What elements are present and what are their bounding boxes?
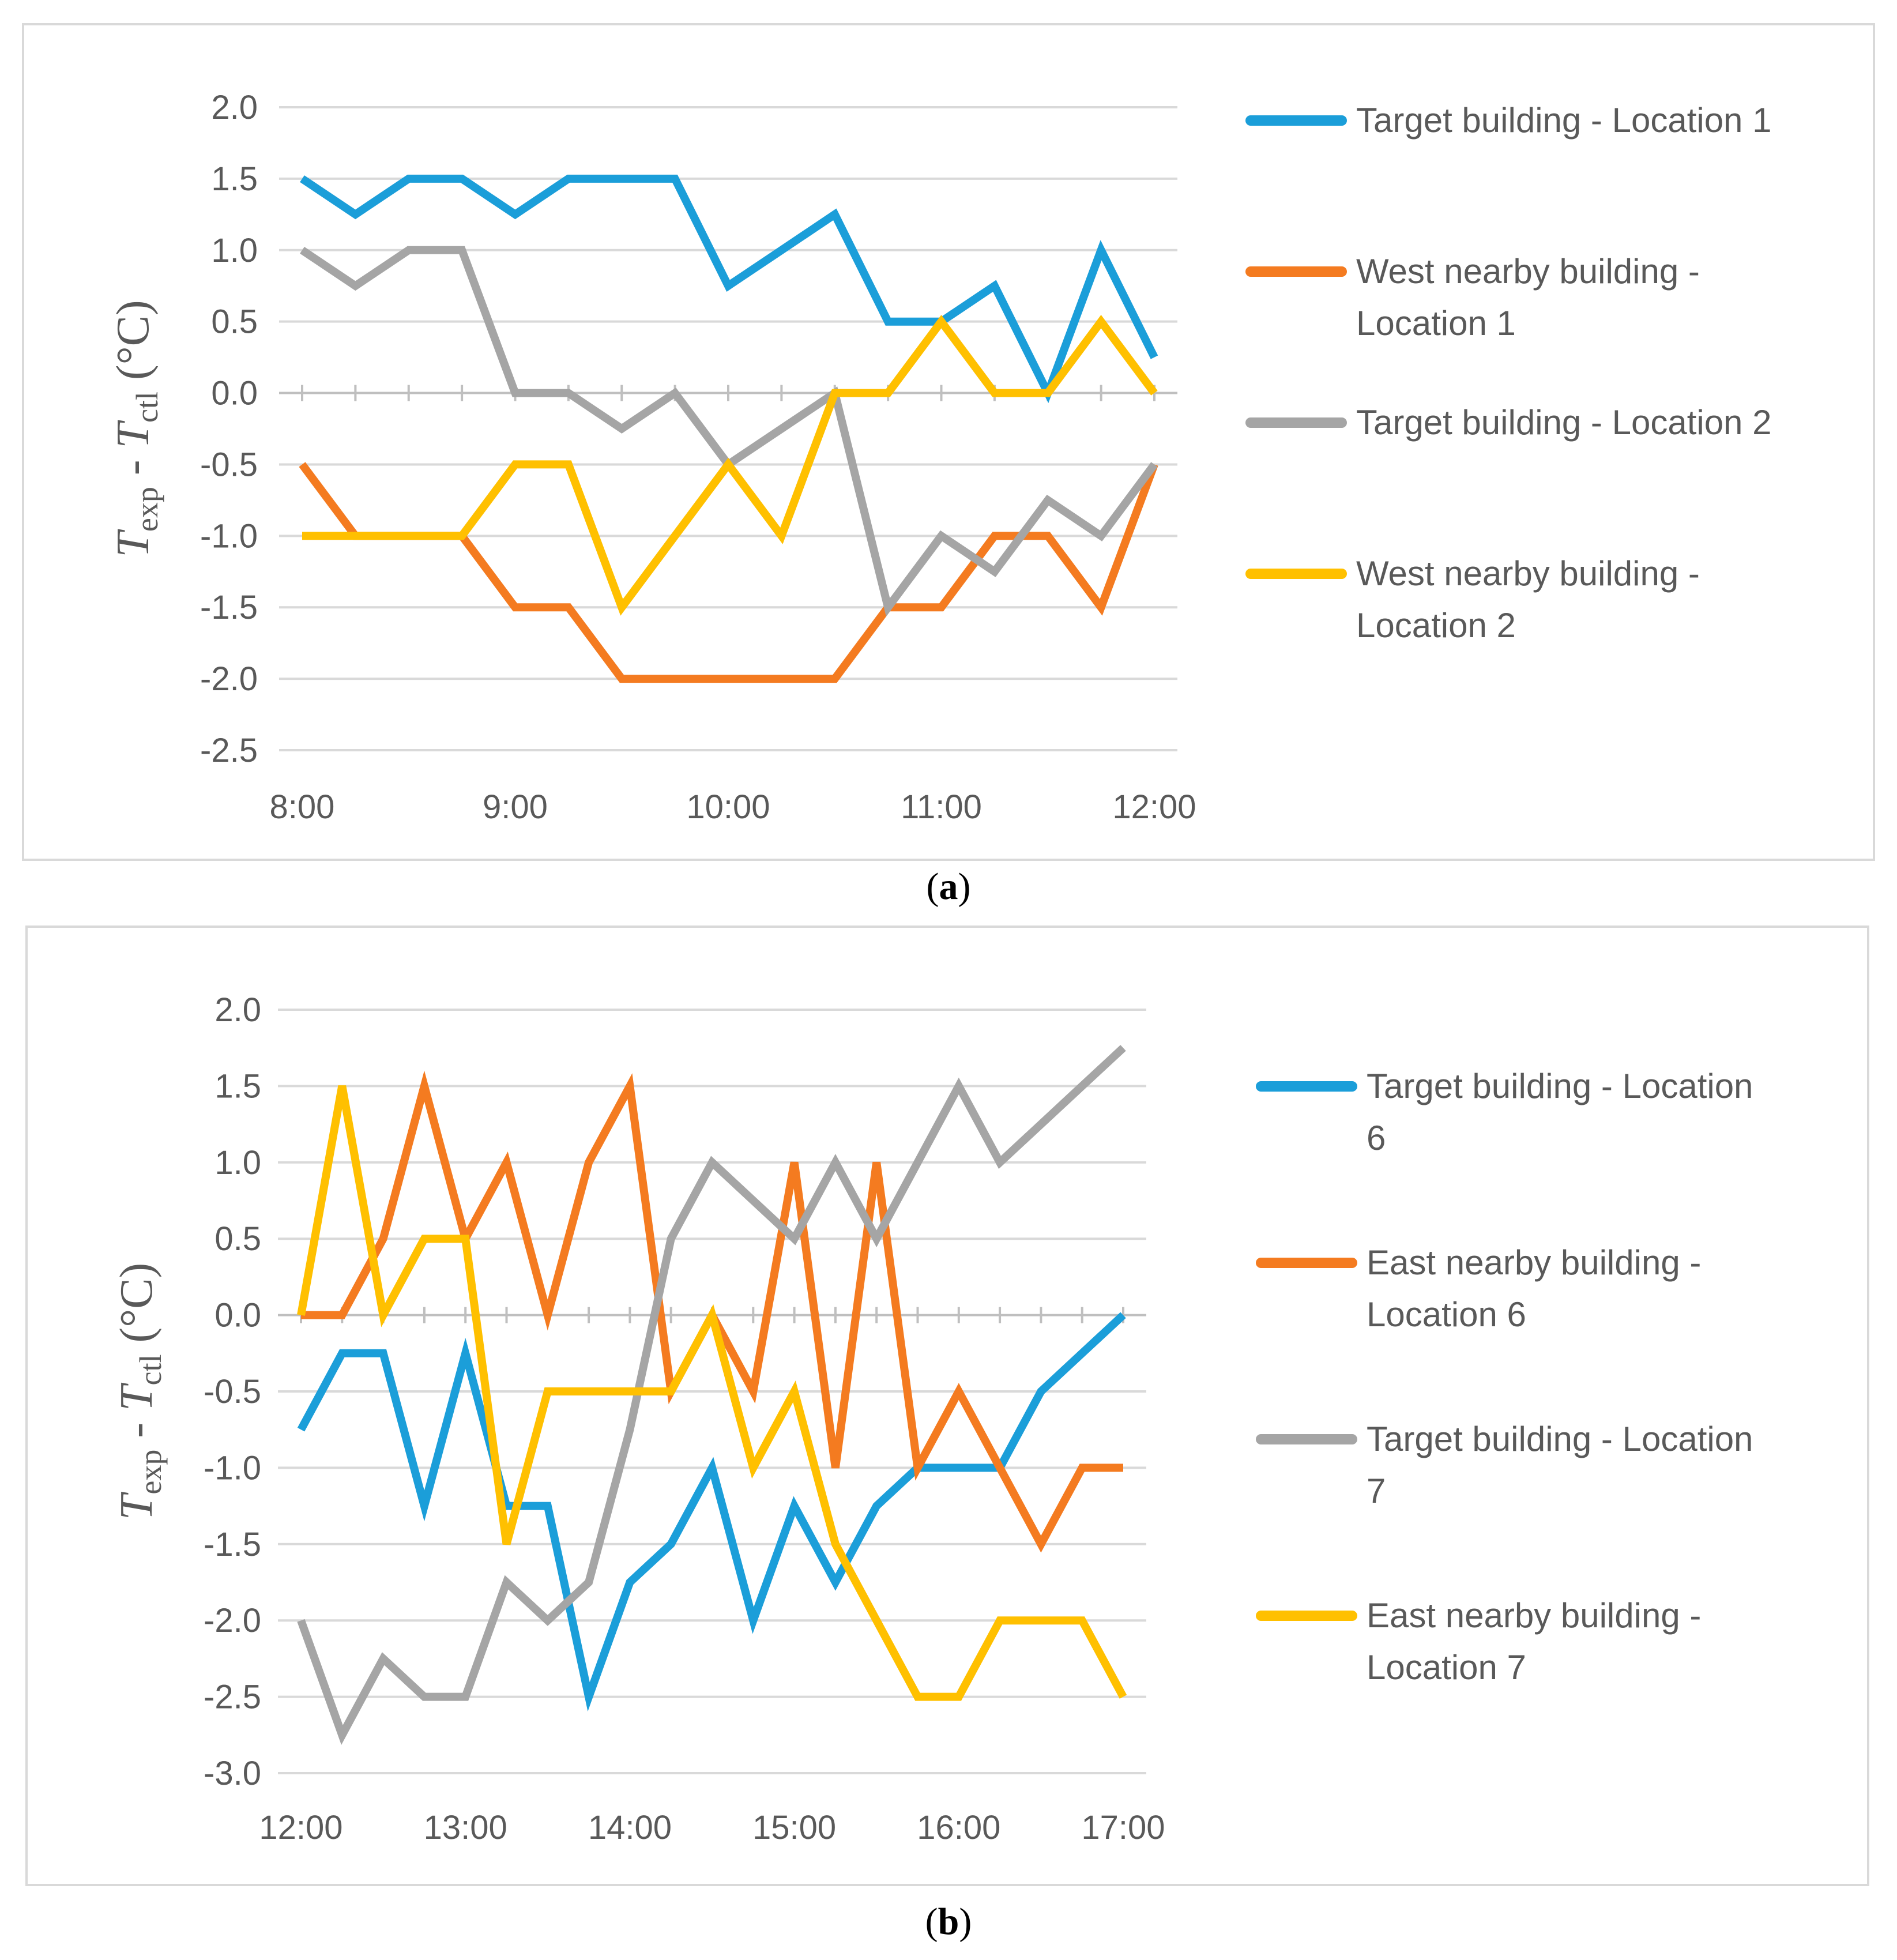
legend-label: West nearby building - xyxy=(1356,554,1700,593)
x-tick-label: 12:00 xyxy=(1112,788,1196,826)
legend-swatch xyxy=(1256,1081,1357,1092)
legend-swatch xyxy=(1245,115,1347,126)
legend-swatch xyxy=(1256,1258,1357,1268)
caption-b: (b) xyxy=(925,1901,972,1943)
y-axis-label: Texp - Tctl (°C) xyxy=(111,1263,168,1520)
y-tick-label: -2.0 xyxy=(200,660,258,698)
y-tick-label: 0.0 xyxy=(211,375,258,412)
series-line-1 xyxy=(297,1312,1126,1712)
legend-label: 7 xyxy=(1367,1472,1386,1510)
series-line-4 xyxy=(302,314,1158,616)
y-tick-label: 0.0 xyxy=(214,1297,261,1334)
series-line-2 xyxy=(299,462,1158,683)
y-tick-label: -2.5 xyxy=(204,1679,261,1716)
chart-b-plot: 2.0 1.5 1.0 0.5 0.0 -0.5 -1.0 -1.5 -2.0 -2.5 -3.0 1… xyxy=(111,991,1165,1846)
legend-label: Target building - Location 1 xyxy=(1356,101,1772,140)
y-tick-label: 2.0 xyxy=(211,89,258,126)
legend-label: Location 2 xyxy=(1356,606,1516,645)
legend-swatch xyxy=(1256,1611,1357,1621)
x-tick-label: 12:00 xyxy=(259,1809,342,1846)
x-tick-label: 16:00 xyxy=(917,1809,1000,1846)
series-line-3 xyxy=(300,246,1158,617)
y-tick-label: 0.5 xyxy=(214,1220,261,1258)
caption-a: (a) xyxy=(926,866,971,908)
y-tick-label: 1.5 xyxy=(214,1067,261,1105)
y-axis-label: Texp - Tctl (°C) xyxy=(108,300,164,557)
y-tick-label: -0.5 xyxy=(200,446,258,483)
y-tick-label: -1.5 xyxy=(200,589,258,626)
y-tick-label: 1.5 xyxy=(211,160,258,198)
chart-a-plot: 2.0 1.5 1.0 0.5 0.0 -0.5 -1.0 -1.5 -2.0 -2.5 8:00 9… xyxy=(108,89,1196,826)
x-tick-label: 9:00 xyxy=(483,788,548,826)
y-tick-label: 2.0 xyxy=(214,991,261,1029)
legend-label: East nearby building - xyxy=(1367,1596,1702,1635)
x-tick-label: 11:00 xyxy=(901,788,982,826)
y-tick-label: 1.0 xyxy=(214,1144,261,1182)
legend-label: West nearby building - xyxy=(1356,252,1700,291)
y-tick-label: -3.0 xyxy=(204,1755,261,1792)
legend-swatch xyxy=(1245,569,1347,579)
x-tick-label: 13:00 xyxy=(424,1809,507,1846)
series-line-3 xyxy=(297,1045,1126,1745)
legend-label: Location 6 xyxy=(1367,1295,1526,1334)
y-tick-label: 0.5 xyxy=(211,303,258,341)
y-tick-label: -2.5 xyxy=(200,732,258,769)
x-tick-label: 10:00 xyxy=(686,788,770,826)
y-tick-label: -1.5 xyxy=(204,1526,261,1563)
legend-label: Target building - Location 2 xyxy=(1356,403,1772,442)
y-tick-label: -2.0 xyxy=(204,1602,261,1639)
x-tick-label: 17:00 xyxy=(1081,1809,1165,1846)
legend-label: Location 1 xyxy=(1356,304,1516,343)
series-line-4 xyxy=(297,1085,1127,1701)
x-tick-label: 15:00 xyxy=(752,1809,836,1846)
legend-label: 6 xyxy=(1367,1119,1386,1157)
chart-panel-b: 2.0 1.5 1.0 0.5 0.0 -0.5 -1.0 -1.5 -2.0 -2.5 -3.0 1… xyxy=(25,926,1869,1886)
series-line-1 xyxy=(300,174,1158,404)
y-tick-label: -1.0 xyxy=(200,517,258,555)
chart-panel-a: 2.0 1.5 1.0 0.5 0.0 -0.5 -1.0 -1.5 -2.0 -2.5 8:00 9… xyxy=(22,23,1875,861)
y-tick-label: -1.0 xyxy=(204,1449,261,1487)
legend-label: East nearby building - xyxy=(1367,1243,1702,1282)
legend-swatch xyxy=(1256,1434,1357,1444)
legend-label: Target building - Location xyxy=(1367,1420,1753,1458)
legend-label: Location 7 xyxy=(1367,1648,1526,1687)
x-tick-label: 14:00 xyxy=(588,1809,672,1846)
y-tick-label: -0.5 xyxy=(204,1373,261,1410)
y-tick-label: 1.0 xyxy=(211,232,258,269)
legend-swatch xyxy=(1245,266,1347,277)
legend-swatch xyxy=(1245,417,1347,428)
legend-label: Target building - Location xyxy=(1367,1067,1753,1105)
x-tick-label: 8:00 xyxy=(270,788,335,826)
